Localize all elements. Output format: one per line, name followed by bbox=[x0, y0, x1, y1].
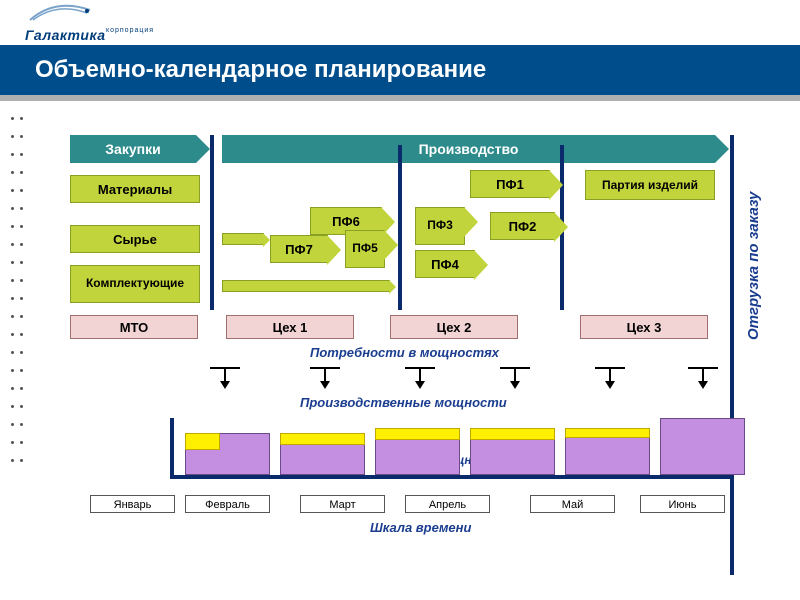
section-production-label: Производство bbox=[419, 141, 519, 157]
header-stripe bbox=[0, 95, 800, 101]
brand-name: Галактика bbox=[25, 27, 106, 43]
pf7-box: ПФ7 bbox=[270, 235, 328, 263]
batch-box: Партия изделий bbox=[585, 170, 715, 200]
month-1: Январь bbox=[90, 495, 175, 513]
capacity-bar-2 bbox=[280, 433, 365, 475]
pf4-box: ПФ4 bbox=[415, 250, 475, 278]
capacity-fill-5 bbox=[565, 428, 650, 438]
section-production: Производство bbox=[222, 135, 715, 163]
section-purchasing-label: Закупки bbox=[105, 141, 160, 157]
timeline-label: Шкала времени bbox=[370, 520, 471, 535]
capacity-bar-1 bbox=[185, 433, 270, 475]
flow-comp-arrow bbox=[222, 280, 390, 292]
capacities-label: Производственные мощности bbox=[300, 395, 507, 410]
capacity-fill-2 bbox=[280, 433, 365, 445]
page-title: Объемно-календарное планирование bbox=[35, 56, 486, 84]
diagram-main: Закупки Производство Материалы Сырье Ком… bbox=[70, 135, 780, 580]
needs-label: Потребности в мощностях bbox=[310, 345, 499, 360]
item-raw: Сырье bbox=[70, 225, 200, 253]
month-6: Июнь bbox=[640, 495, 725, 513]
vbar-1 bbox=[210, 135, 214, 310]
capacity-bar-6 bbox=[660, 418, 745, 475]
pf1-box: ПФ1 bbox=[470, 170, 550, 198]
capacity-bar-5 bbox=[565, 428, 650, 475]
brand-corp: корпорация bbox=[106, 27, 154, 34]
title-bar: Объемно-календарное планирование bbox=[0, 45, 800, 95]
shipment-label: Отгрузка по заказу bbox=[745, 150, 762, 340]
vbar-2 bbox=[398, 145, 402, 310]
capacity-fill-1 bbox=[185, 433, 220, 450]
logo-swoosh-icon bbox=[25, 2, 95, 22]
capacity-fill-3 bbox=[375, 428, 460, 440]
item-components: Комплектующие bbox=[70, 265, 200, 303]
month-3: Март bbox=[300, 495, 385, 513]
capacity-left-bar bbox=[170, 418, 174, 478]
shop1-box: Цех 1 bbox=[226, 315, 354, 339]
dot-decoration: for(let i=0;i<40;i++)document.write('<sp… bbox=[8, 110, 26, 470]
section-purchasing: Закупки bbox=[70, 135, 196, 163]
pf5-box: ПФ5 bbox=[345, 230, 385, 268]
capacity-bar-3 bbox=[375, 428, 460, 475]
capacity-bar-4 bbox=[470, 428, 555, 475]
flow-raw-arrow bbox=[222, 233, 264, 245]
capacity-baseline bbox=[170, 475, 732, 479]
mto-box: МТО bbox=[70, 315, 198, 339]
brand-logo: Галактика корпорация bbox=[25, 2, 158, 45]
month-2: Февраль bbox=[185, 495, 270, 513]
shop3-box: Цех 3 bbox=[580, 315, 708, 339]
month-5: Май bbox=[530, 495, 615, 513]
capacity-fill-4 bbox=[470, 428, 555, 440]
item-materials: Материалы bbox=[70, 175, 200, 203]
shop2-box: Цех 2 bbox=[390, 315, 518, 339]
month-4: Апрель bbox=[405, 495, 490, 513]
pf3-box: ПФ3 bbox=[415, 207, 465, 245]
pf2-box: ПФ2 bbox=[490, 212, 555, 240]
vbar-4 bbox=[730, 135, 734, 575]
